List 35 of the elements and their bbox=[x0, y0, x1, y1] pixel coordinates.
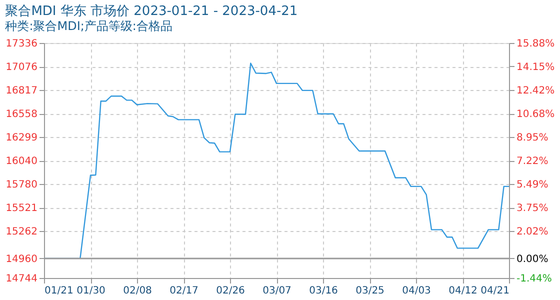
y-tick-label: 16817 bbox=[6, 86, 38, 97]
y-tick-label: 16040 bbox=[6, 156, 38, 167]
y2-tick-label: 3.75% bbox=[516, 203, 548, 214]
x-tick-label: 03/07 bbox=[262, 286, 292, 296]
y-tick-label: 15780 bbox=[6, 180, 38, 191]
y2-tick-label: 8.95% bbox=[516, 132, 548, 144]
x-tick-label: 04/21 bbox=[480, 286, 510, 296]
y2-tick-label: 5.49% bbox=[516, 179, 548, 190]
x-tick-label: 01/30 bbox=[76, 286, 106, 296]
y2-tick-label: 0.00% bbox=[516, 254, 548, 265]
x-tick-label: 01/21 bbox=[44, 286, 74, 296]
y-tick-label: 17076 bbox=[6, 62, 38, 74]
y2-tick-label: 7.22% bbox=[516, 156, 548, 167]
y-tick-label: 17336 bbox=[6, 38, 38, 50]
x-tick-label: 03/25 bbox=[356, 286, 384, 296]
x-tick-label: 04/12 bbox=[448, 286, 478, 296]
y-tick-label: 15521 bbox=[6, 203, 38, 214]
y2-tick-label: 12.42% bbox=[516, 85, 555, 96]
y-tick-label: 14960 bbox=[6, 254, 38, 265]
y2-tick-label: 14.15% bbox=[516, 62, 555, 73]
y2-tick-label: 2.02% bbox=[516, 226, 548, 238]
x-tick-label: 02/17 bbox=[170, 286, 198, 296]
y-tick-label: 16299 bbox=[6, 132, 38, 144]
y2-tick-label: 10.68% bbox=[516, 109, 555, 120]
y-tick-label: 15262 bbox=[6, 226, 38, 238]
y-tick-label: 16558 bbox=[6, 109, 38, 120]
x-tick-label: 03/16 bbox=[309, 286, 338, 296]
y-tick-label: 14744 bbox=[6, 274, 38, 284]
x-tick-label: 02/26 bbox=[216, 286, 245, 296]
x-tick-label: 02/08 bbox=[123, 286, 152, 296]
chart-title: 聚合MDI 华东 市场价 2023-01-21 - 2023-04-21 bbox=[5, 4, 298, 19]
x-tick-label: 04/03 bbox=[402, 286, 431, 296]
y2-tick-label: 15.88% bbox=[516, 38, 555, 50]
y2-tick-label: -1.44% bbox=[516, 274, 552, 284]
chart-subtitle: 种类:聚合MDI;产品等级:合格品 bbox=[5, 19, 172, 33]
